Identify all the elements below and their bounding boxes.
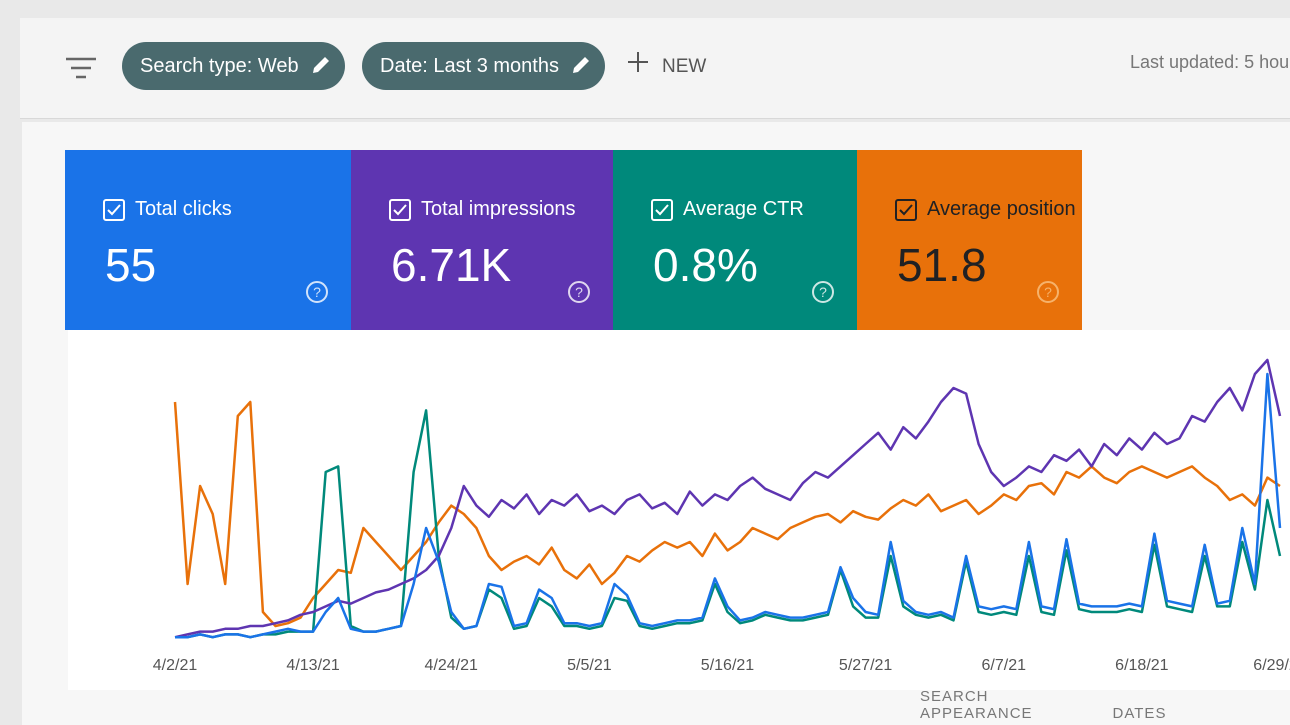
series-line: [174, 358, 1282, 639]
metric-name: Total clicks: [135, 198, 232, 220]
checkbox[interactable]: [651, 198, 673, 221]
chip-label: Date: Last 3 months: [380, 55, 559, 77]
help-icon[interactable]: ?: [811, 280, 835, 304]
edit-icon: [312, 57, 329, 73]
filter-chip[interactable]: Date: Last 3 months: [362, 42, 605, 90]
metric-value: 6.71K: [391, 239, 512, 291]
metric-name: Average CTR: [683, 198, 804, 220]
x-tick-label: 4/2/21: [153, 657, 198, 674]
metric-title: Total clicks: [103, 198, 232, 221]
svg-text:?: ?: [313, 284, 321, 300]
metric-card[interactable]: Total clicks 55?: [65, 150, 351, 330]
metric-value: 51.8: [897, 239, 987, 291]
metric-card[interactable]: Total impressions 6.71K?: [351, 150, 613, 330]
edit-icon: [572, 57, 589, 73]
x-tick-label: 4/13/21: [286, 657, 339, 674]
metric-card[interactable]: Average CTR 0.8%?: [613, 150, 857, 330]
new-label: NEW: [662, 56, 707, 77]
svg-text:?: ?: [1044, 284, 1052, 300]
checkbox[interactable]: [103, 198, 125, 221]
metric-cards: Total clicks 55? Total impressions 6.71K? Av…: [65, 150, 1082, 330]
metric-card[interactable]: Average position 51.8?: [857, 150, 1082, 330]
new-button[interactable]: NEW: [628, 52, 706, 78]
help-icon[interactable]: ?: [1036, 280, 1060, 304]
x-tick-label: 4/24/21: [425, 657, 478, 674]
metric-name: Total impressions: [421, 198, 576, 220]
x-tick-label: 6/29/21: [1253, 657, 1290, 674]
x-tick-label: 6/7/21: [982, 657, 1027, 674]
chip-label: Search type: Web: [140, 55, 299, 77]
help-icon[interactable]: ?: [567, 280, 591, 304]
series-line: [173, 400, 1281, 628]
tab[interactable]: SEARCH APPEARANCE: [920, 688, 1033, 722]
svg-text:?: ?: [819, 284, 827, 300]
tab[interactable]: DATES: [1112, 705, 1167, 722]
x-tick-label: 5/27/21: [839, 657, 892, 674]
help-icon[interactable]: ?: [305, 280, 329, 304]
tabs: SEARCH APPEARANCE DATES: [920, 688, 1290, 722]
metric-title: Average CTR: [651, 198, 804, 221]
svg-text:?: ?: [575, 284, 583, 300]
filter-chip[interactable]: Search type: Web: [122, 42, 345, 90]
x-tick-label: 5/16/21: [701, 657, 754, 674]
performance-chart: 4/2/21 4/13/21 4/24/21 5/5/21 5/16/21 5/27/21…: [68, 330, 1290, 690]
plus-icon: [628, 52, 648, 72]
metric-title: Total impressions: [389, 198, 576, 221]
filter-icon[interactable]: [66, 56, 96, 80]
x-tick-label: 5/5/21: [567, 657, 612, 674]
checkbox[interactable]: [389, 198, 411, 221]
x-tick-label: 6/18/21: [1115, 657, 1168, 674]
checkbox[interactable]: [895, 198, 917, 221]
metric-name: Average position: [927, 198, 1076, 220]
series-line: [175, 372, 1282, 639]
metric-title: Average position: [895, 198, 1076, 221]
last-updated: Last updated: 5 hour: [1130, 52, 1290, 72]
metric-value: 0.8%: [653, 239, 758, 291]
metric-value: 55: [105, 239, 157, 291]
